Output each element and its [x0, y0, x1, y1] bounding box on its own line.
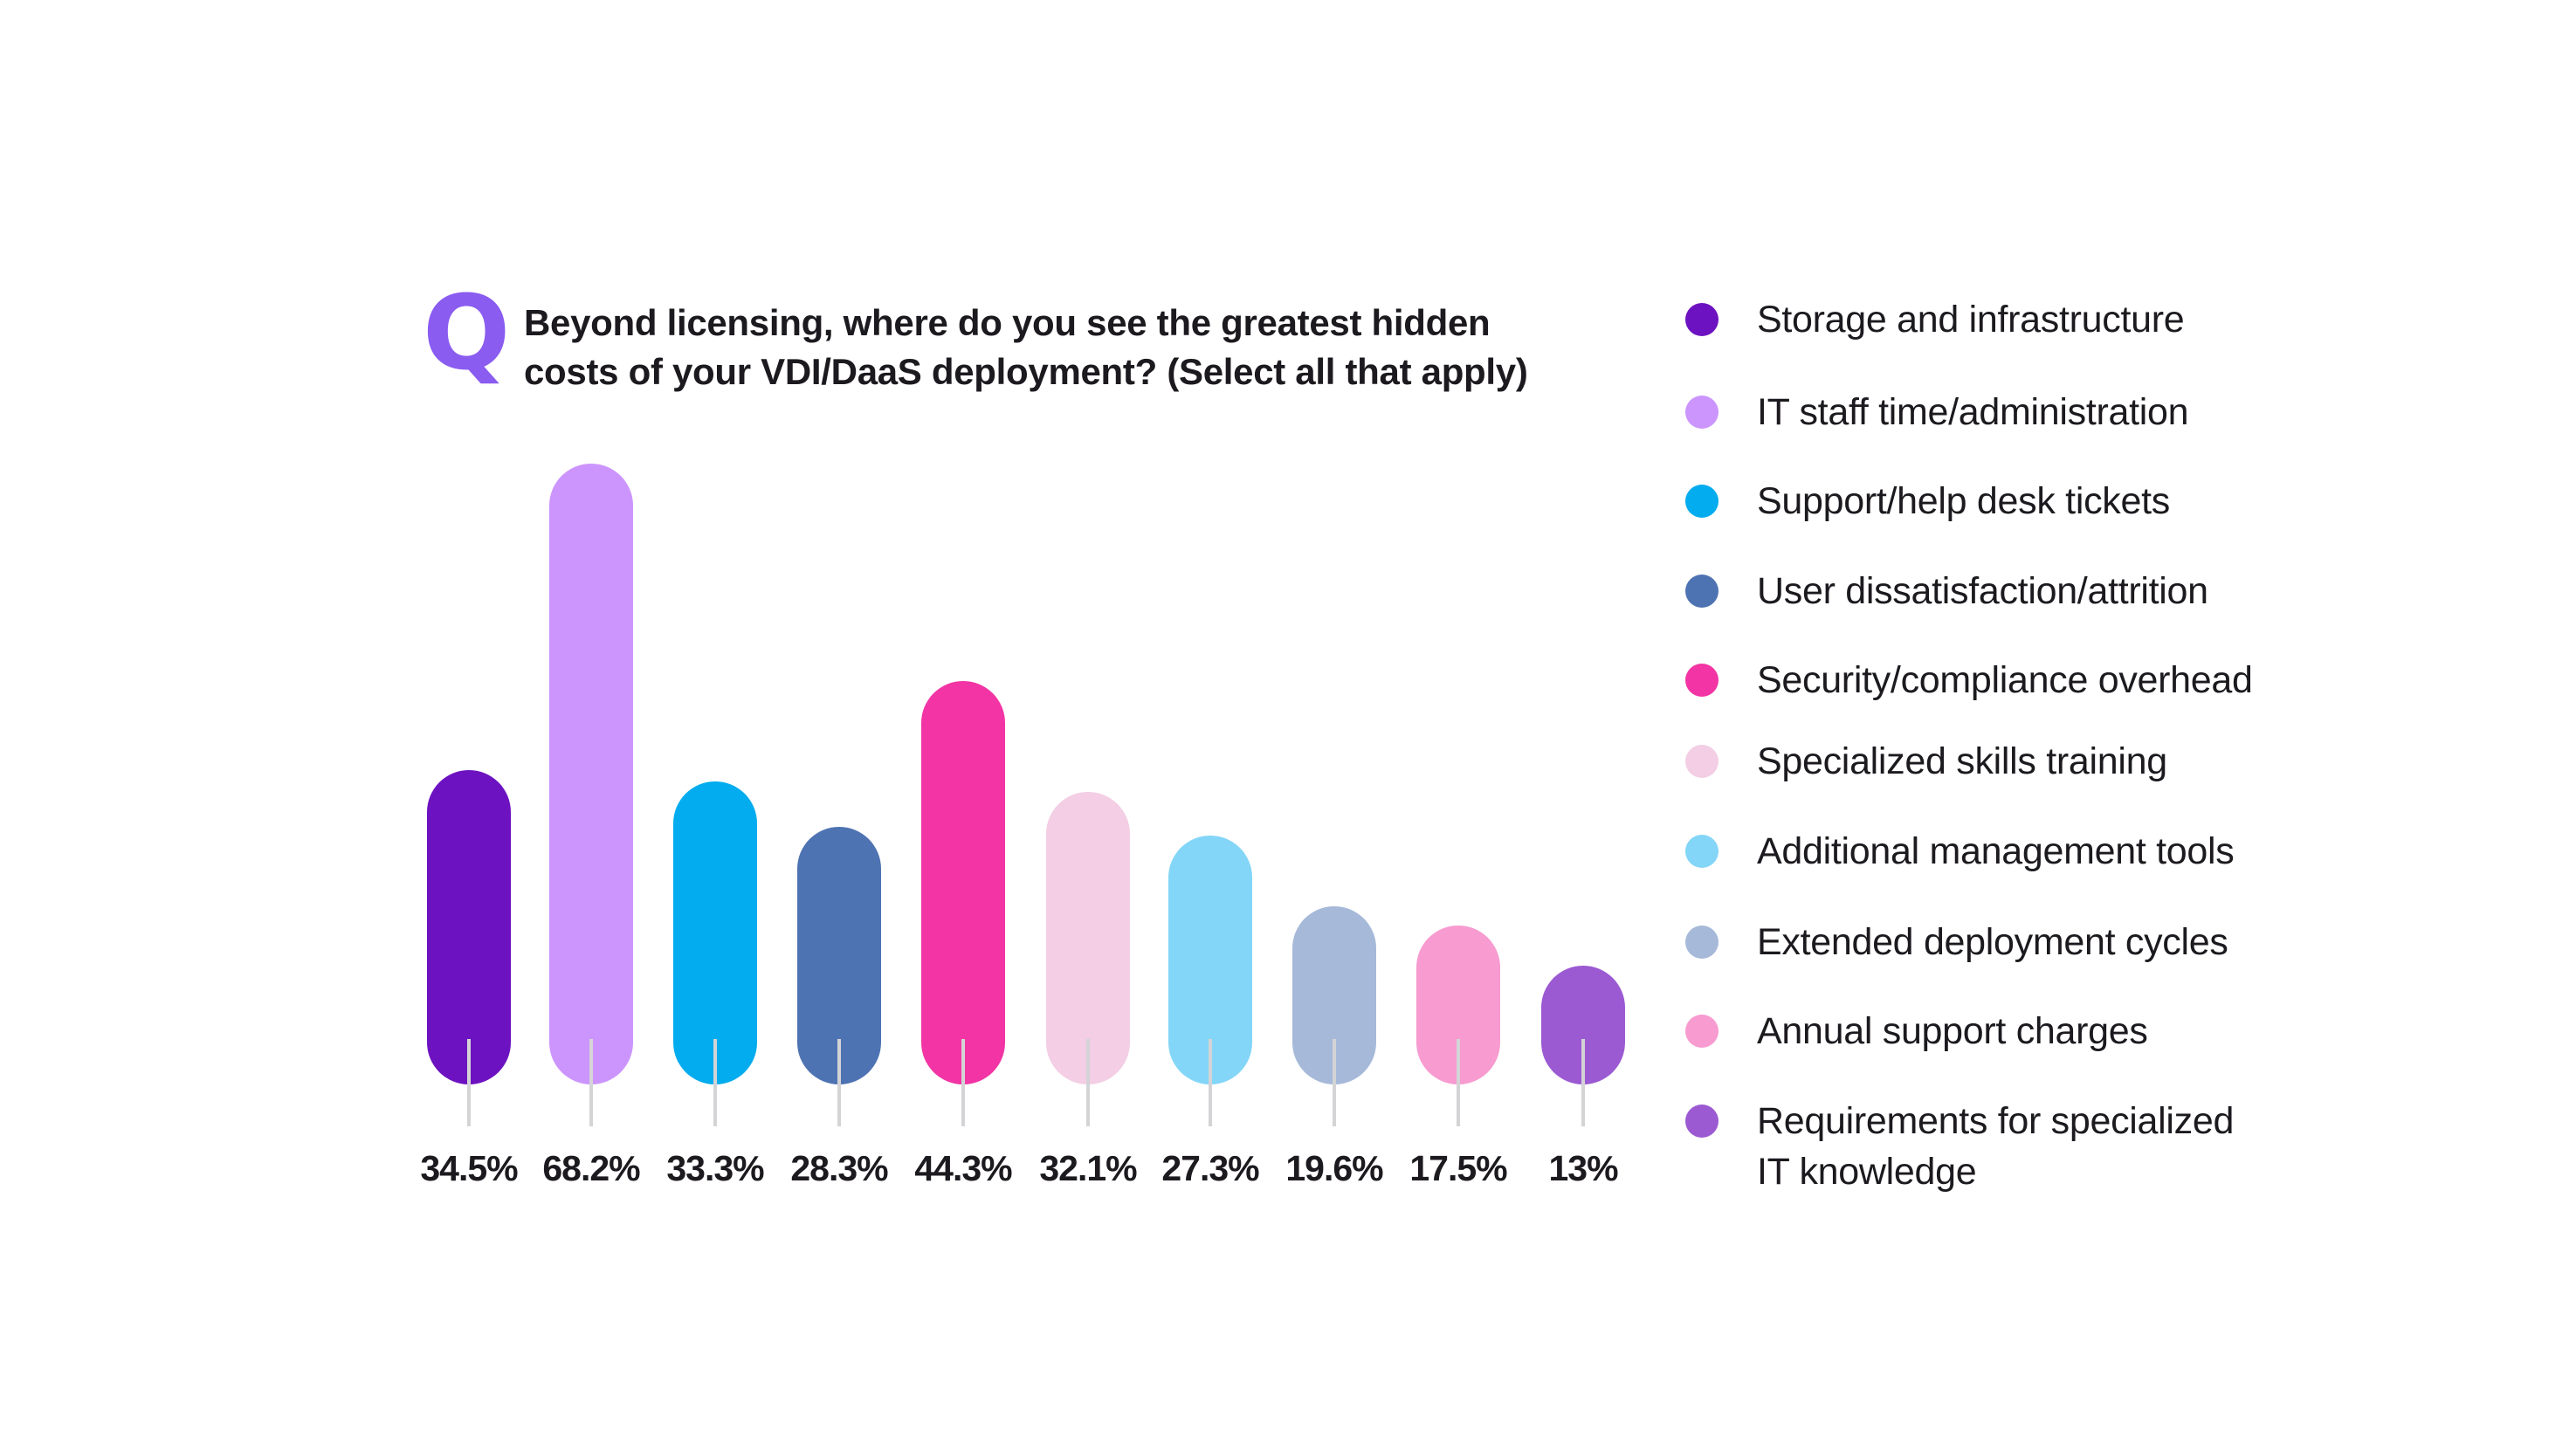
bar-tick	[1581, 1039, 1585, 1126]
legend-dot-icon	[1685, 1015, 1718, 1048]
bar-tick	[1333, 1039, 1336, 1126]
legend-label: Support/help desk tickets	[1757, 480, 2170, 522]
chart-title-line-2: costs of your VDI/DaaS deployment? (Sele…	[524, 351, 1528, 392]
bar-tick	[1086, 1039, 1090, 1126]
legend-dot-icon	[1685, 835, 1718, 868]
bar-tick	[713, 1039, 717, 1126]
legend-label: Requirements for specialized	[1757, 1100, 2235, 1142]
bar-value-label: 17.5%	[1409, 1148, 1507, 1188]
bar-value-label: 19.6%	[1285, 1148, 1383, 1188]
legend-dot-icon	[1685, 303, 1718, 336]
bar-value-label: 68.2%	[542, 1148, 640, 1188]
legend-label-line-2: IT knowledge	[1757, 1151, 1977, 1193]
legend-label: Specialized skills training	[1757, 740, 2167, 782]
bar-value-label: 33.3%	[666, 1148, 764, 1188]
legend-dot-icon	[1685, 664, 1718, 697]
chart-title-line-1: Beyond licensing, where do you see the g…	[524, 302, 1491, 343]
legend-dot-icon	[1685, 485, 1718, 518]
legend-dot-icon	[1685, 745, 1718, 778]
legend-label: Storage and infrastructure	[1757, 299, 2185, 341]
bar-value-label: 27.3%	[1161, 1148, 1259, 1188]
bar-value-label: 44.3%	[914, 1148, 1012, 1188]
bar-tick	[837, 1039, 841, 1126]
bar-value-label: 32.1%	[1039, 1148, 1137, 1188]
bar	[673, 781, 757, 1084]
bar-tick	[1457, 1039, 1460, 1126]
legend-label: Security/compliance overhead	[1757, 659, 2253, 701]
legend-label: Additional management tools	[1757, 830, 2235, 872]
legend-label: Extended deployment cycles	[1757, 921, 2228, 963]
legend-dot-icon	[1685, 575, 1718, 608]
bar-value-label: 34.5%	[420, 1148, 518, 1188]
bar-tick	[589, 1039, 593, 1126]
legend-dot-icon	[1685, 1104, 1718, 1138]
legend-label: IT staff time/administration	[1757, 391, 2189, 433]
bar-value-label: 13%	[1548, 1148, 1618, 1188]
bar-tick	[961, 1039, 965, 1126]
bar	[921, 681, 1005, 1084]
bar-tick	[1209, 1039, 1212, 1126]
bar	[1046, 792, 1130, 1084]
bar	[549, 464, 633, 1084]
bar-value-label: 28.3%	[790, 1148, 888, 1188]
legend-dot-icon	[1685, 396, 1718, 429]
q-marker: Q	[423, 272, 511, 393]
legend-label: User dissatisfaction/attrition	[1757, 570, 2208, 612]
legend-dot-icon	[1685, 926, 1718, 959]
legend-label: Annual support charges	[1757, 1010, 2148, 1052]
bar-tick	[467, 1039, 471, 1126]
chart-title: Beyond licensing, where do you see the g…	[524, 299, 1642, 396]
bar	[427, 770, 511, 1084]
